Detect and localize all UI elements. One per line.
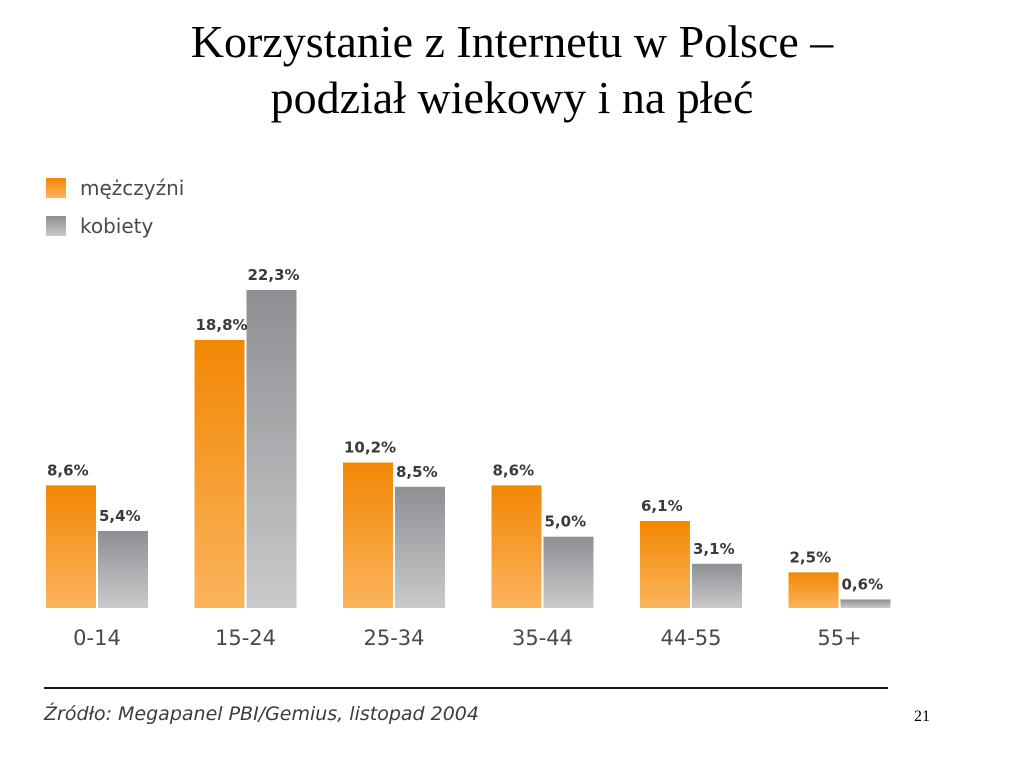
value-label-men-25-34: 10,2% (344, 439, 396, 457)
value-label-women-55+: 0,6% (842, 575, 884, 593)
bar-men-35-44 (491, 485, 542, 608)
bar-women-35-44 (543, 536, 594, 608)
page-number: 21 (914, 708, 930, 725)
title-line-2: podział wiekowy i na płeć (270, 72, 754, 123)
legend: mężczyźni kobiety (46, 176, 184, 238)
slide-title: Korzystanie z Internetu w Polsce – podzi… (0, 14, 1024, 126)
bar-women-15-24 (246, 290, 297, 608)
value-label-men-44-55: 6,1% (641, 497, 683, 515)
value-label-women-0-14: 5,4% (99, 507, 141, 525)
value-label-women-44-55: 3,1% (693, 540, 735, 558)
value-label-women-35-44: 5,0% (545, 513, 587, 531)
title-line-1: Korzystanie z Internetu w Polsce – (190, 16, 834, 67)
bar-men-0-14 (46, 485, 96, 608)
legend-label-women: kobiety (80, 214, 154, 238)
category-label-44-55: 44-55 (660, 626, 721, 650)
category-label-55+: 55+ (817, 626, 861, 650)
value-label-men-55+: 2,5% (790, 548, 832, 566)
bar-women-55+ (840, 599, 891, 608)
value-label-men-0-14: 8,6% (47, 461, 89, 479)
source-note: Źródło: Megapanel PBI/Gemius, listopad 2… (44, 703, 479, 725)
category-labels-group: 0-14 15-24 25-34 35-44 44-55 55+ (73, 626, 862, 650)
value-label-women-25-34: 8,5% (396, 463, 438, 481)
bar-women-25-34 (395, 486, 445, 608)
legend-label-men: mężczyźni (80, 176, 184, 200)
bar-men-15-24 (194, 339, 245, 608)
bars-group (46, 290, 891, 608)
bar-men-44-55 (640, 521, 690, 608)
value-label-men-15-24: 18,8% (196, 316, 248, 334)
footer-divider (44, 687, 888, 689)
category-label-25-34: 25-34 (363, 626, 424, 650)
category-label-35-44: 35-44 (512, 626, 573, 650)
bar-women-44-55 (692, 563, 742, 608)
bar-men-25-34 (343, 462, 393, 608)
value-label-women-15-24: 22,3% (248, 266, 300, 284)
bar-men-55+ (788, 572, 839, 608)
legend-swatch-women (46, 216, 66, 236)
category-label-15-24: 15-24 (215, 626, 276, 650)
value-labels-group: 8,6% 5,4% 18,8% 22,3% 10,2%8,5% 8,6% 5,0% 6,1% 3… (47, 266, 883, 593)
category-label-0-14: 0-14 (73, 626, 121, 650)
legend-swatch-men (46, 178, 66, 198)
bar-women-0-14 (98, 530, 148, 608)
value-label-men-35-44: 8,6% (493, 461, 535, 479)
